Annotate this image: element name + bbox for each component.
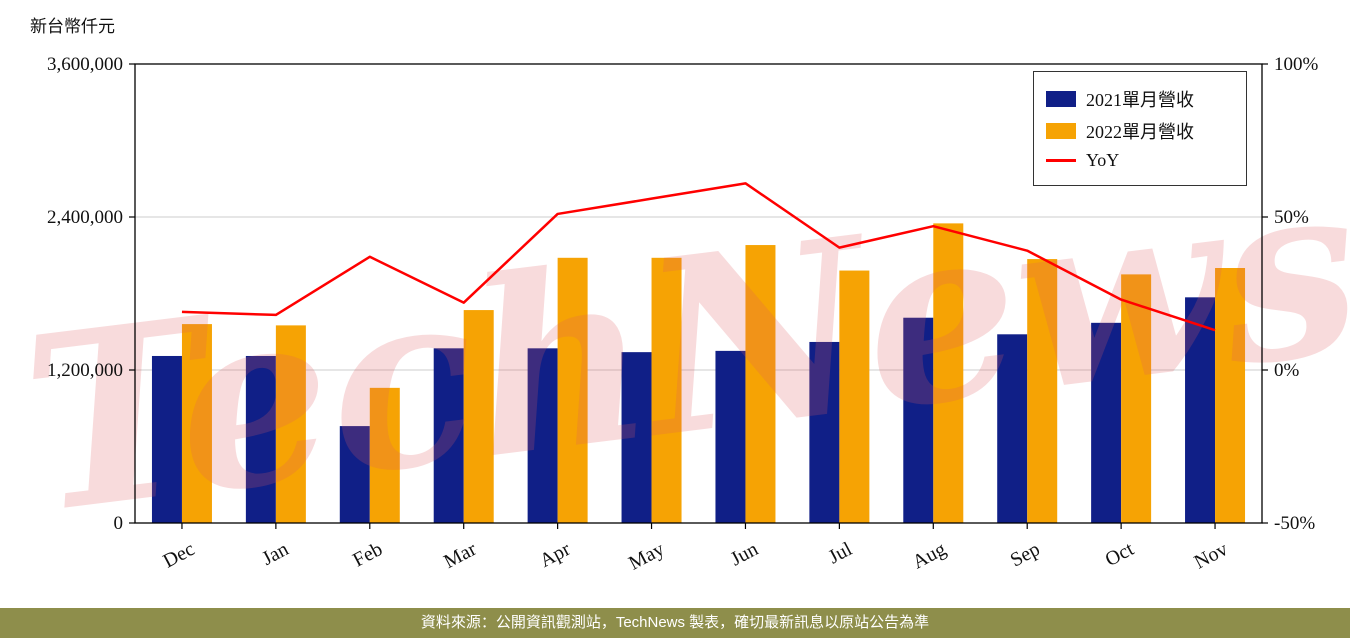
bar-2021單月營收: [245, 355, 276, 523]
x-tick-label: Apr: [536, 538, 574, 572]
bar-2021單月營收: [715, 350, 746, 523]
y-right-tick-label: -50%: [1274, 513, 1315, 534]
y-left-tick-label: 3,600,000: [47, 54, 123, 75]
bar-2021單月營收: [1091, 322, 1122, 523]
y-right-tick-label: 0%: [1274, 360, 1300, 381]
legend-item-2021單月營收: 2021單月營收: [1046, 86, 1234, 112]
bar-2021單月營收: [621, 352, 652, 523]
legend-color-swatch: [1046, 91, 1076, 107]
bar-2021單月營收: [527, 348, 558, 523]
legend-label: 2021單月營收: [1086, 90, 1194, 110]
y-left-tick-label: 1,200,000: [47, 360, 123, 381]
bar-2022單月營收: [369, 387, 400, 523]
bar-2022單月營收: [181, 324, 212, 523]
x-tick-label: Nov: [1191, 538, 1232, 574]
x-tick-label: Aug: [909, 538, 950, 574]
bar-2022單月營收: [1121, 274, 1152, 523]
bar-2022單月營收: [745, 245, 776, 524]
x-tick-label: Sep: [1007, 538, 1044, 572]
legend-label: 2022單月營收: [1086, 122, 1194, 142]
legend-color-swatch: [1046, 123, 1076, 139]
x-tick-label: May: [625, 538, 668, 575]
x-tick-label: Jul: [825, 538, 856, 569]
bar-2021單月營收: [997, 334, 1028, 523]
bar-2022單月營收: [557, 257, 588, 523]
x-tick-label: Oct: [1102, 538, 1138, 571]
y-left-tick-label: 2,400,000: [47, 207, 123, 228]
x-tick-label: Jun: [727, 538, 762, 570]
bar-2022單月營收: [1027, 259, 1058, 523]
legend-item-2022單月營收: 2022單月營收: [1046, 118, 1234, 144]
bar-2021單月營收: [903, 317, 934, 523]
bar-2021單月營收: [1185, 297, 1216, 523]
y-axis-unit-label: 新台幣仟元: [30, 17, 115, 36]
bar-2022單月營收: [839, 270, 870, 523]
bar-2021單月營收: [151, 355, 182, 523]
plot-border: [134, 63, 1263, 524]
x-tick-label: Jan: [258, 538, 292, 570]
y-right-tick-label: 100%: [1274, 54, 1319, 75]
bar-2022單月營收: [1215, 268, 1246, 523]
y-left-tick-label: 0: [114, 513, 124, 534]
bar-2022單月營收: [651, 257, 682, 523]
bar-2021單月營收: [433, 348, 464, 523]
legend-item-YoY: YoY: [1046, 150, 1234, 171]
legend-line-swatch: [1046, 159, 1076, 162]
bar-2021單月營收: [809, 341, 840, 523]
bar-2022單月營收: [463, 310, 494, 523]
yoy-line: [181, 182, 1216, 332]
footer-note: 資料來源：公開資訊觀測站，TechNews 製表，確切最新訊息以原站公告為準: [0, 608, 1350, 638]
bar-2021單月營收: [339, 426, 370, 523]
x-tick-label: Feb: [349, 538, 386, 572]
bar-2022單月營收: [933, 223, 964, 523]
x-tick-label: Mar: [440, 538, 480, 573]
chart-legend: 2021單月營收 2022單月營收 YoY: [1033, 71, 1247, 186]
revenue-chart: TechNews01,200,0002,400,0003,600,000-50%…: [11, 54, 1350, 575]
legend-label: YoY: [1086, 150, 1120, 170]
y-right-tick-label: 50%: [1274, 207, 1309, 228]
bar-2022單月營收: [275, 325, 306, 523]
